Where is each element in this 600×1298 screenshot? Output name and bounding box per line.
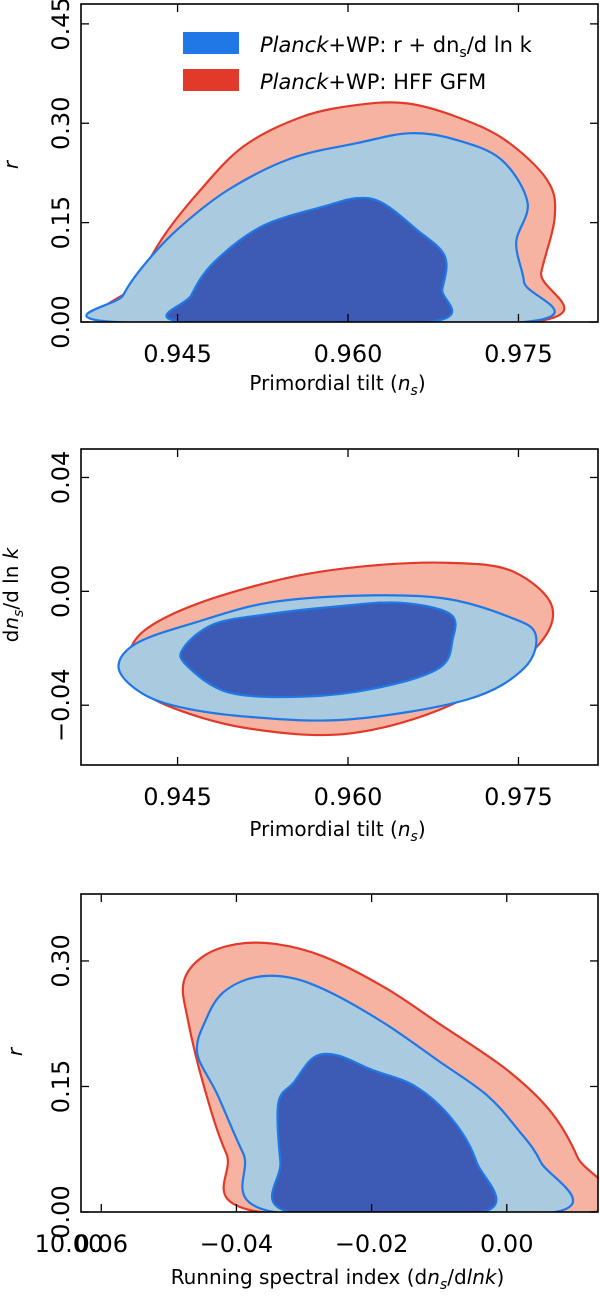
legend-swatch: [183, 32, 239, 54]
y-tick-label: 0.04: [47, 451, 75, 504]
x-tick-label: 0.975: [484, 783, 553, 811]
legend-swatch: [183, 69, 239, 91]
y-tick-label: 0.15: [47, 1060, 75, 1113]
plot-area: [85, 101, 566, 322]
y-tick-label: 0.00: [47, 565, 75, 618]
legend: Planck+WP: r + dns/d ln k Planck+WP: HFF …: [183, 32, 533, 94]
x-axis-label: Running spectral index (dns/dlnk): [171, 1265, 505, 1293]
y-tick-label: 0.45: [47, 0, 75, 51]
plot-area: [181, 941, 598, 1212]
y-tick-label: 0.00: [47, 1185, 75, 1238]
y-tick-label: 0.15: [47, 196, 75, 249]
x-axis-label: Primordial tilt (ns): [249, 371, 425, 399]
corner-tick-label: 10.00: [35, 1230, 104, 1258]
x-tick-label: 0.975: [484, 340, 553, 368]
y-axis-label: r: [0, 159, 23, 169]
legend-label: Planck+WP: r + dns/d ln k: [260, 33, 533, 61]
contour-inner-4: [270, 1052, 498, 1212]
y-tick-label: −0.04: [47, 668, 75, 742]
panel-3: 0.06 −0.04 −0.02 0.00 0.00 0.15 0.30 10.00 Runni…: [3, 893, 599, 1293]
panel-2: 0.945 0.960 0.975 −0.04 0.00 0.04 Primordial t…: [0, 448, 599, 845]
contour-inner-4: [165, 196, 454, 322]
x-tick-label: 0.945: [143, 340, 212, 368]
x-tick-label: −0.02: [335, 1230, 409, 1258]
y-tick-label: 0.00: [47, 295, 75, 348]
x-tick-label: 0.06: [75, 1230, 128, 1258]
x-axis-label: Primordial tilt (ns): [249, 817, 425, 845]
y-axis-label: r: [3, 1046, 27, 1056]
y-tick-label: 0.30: [47, 934, 75, 987]
y-tick-label: 0.30: [47, 97, 75, 150]
y-axis-label: dns/d ln k: [0, 546, 27, 642]
axes-frame: [80, 893, 599, 1213]
x-tick-label: 0.00: [480, 1230, 533, 1258]
contour-inner-4: [179, 601, 457, 699]
legend-label: Planck+WP: HFF GFM: [260, 70, 486, 94]
x-tick-label: 0.960: [314, 340, 383, 368]
plot-area: [117, 561, 555, 737]
x-tick-label: 0.945: [143, 783, 212, 811]
axes-frame: [80, 3, 599, 323]
x-tick-label: −0.04: [200, 1230, 274, 1258]
panel-1: 0.945 0.960 0.975 0.00 0.15 0.30 0.45 Primordia…: [0, 0, 599, 399]
x-tick-label: 0.960: [314, 783, 383, 811]
axes-frame: [80, 448, 599, 766]
